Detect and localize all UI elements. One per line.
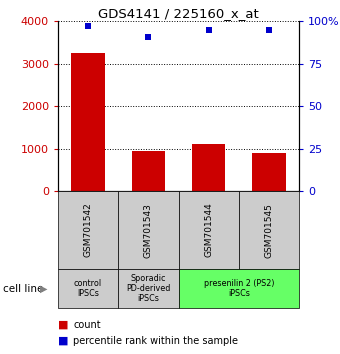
Text: GSM701545: GSM701545 xyxy=(265,202,273,258)
Point xyxy=(146,34,151,39)
Text: Sporadic
PD-derived
iPSCs: Sporadic PD-derived iPSCs xyxy=(126,274,171,303)
Point xyxy=(85,23,91,29)
Text: GSM701542: GSM701542 xyxy=(84,203,92,257)
Text: ■: ■ xyxy=(58,336,68,346)
Text: ▶: ▶ xyxy=(40,284,48,293)
Text: GSM701544: GSM701544 xyxy=(204,203,213,257)
Point xyxy=(266,27,272,33)
Text: cell line: cell line xyxy=(3,284,44,293)
Bar xyxy=(118,269,178,308)
Bar xyxy=(71,53,105,191)
Text: percentile rank within the sample: percentile rank within the sample xyxy=(73,336,238,346)
Bar xyxy=(118,191,178,269)
Text: count: count xyxy=(73,320,101,330)
Bar xyxy=(58,191,118,269)
Point xyxy=(206,27,211,33)
Text: ■: ■ xyxy=(58,320,68,330)
Text: presenilin 2 (PS2)
iPSCs: presenilin 2 (PS2) iPSCs xyxy=(204,279,274,298)
Bar xyxy=(178,191,239,269)
Bar xyxy=(58,269,118,308)
Bar xyxy=(239,191,299,269)
Bar xyxy=(178,269,299,308)
Bar xyxy=(252,153,286,191)
Bar xyxy=(192,144,225,191)
Title: GDS4141 / 225160_x_at: GDS4141 / 225160_x_at xyxy=(98,7,259,20)
Text: GSM701543: GSM701543 xyxy=(144,202,153,258)
Text: control
IPSCs: control IPSCs xyxy=(74,279,102,298)
Bar xyxy=(132,151,165,191)
